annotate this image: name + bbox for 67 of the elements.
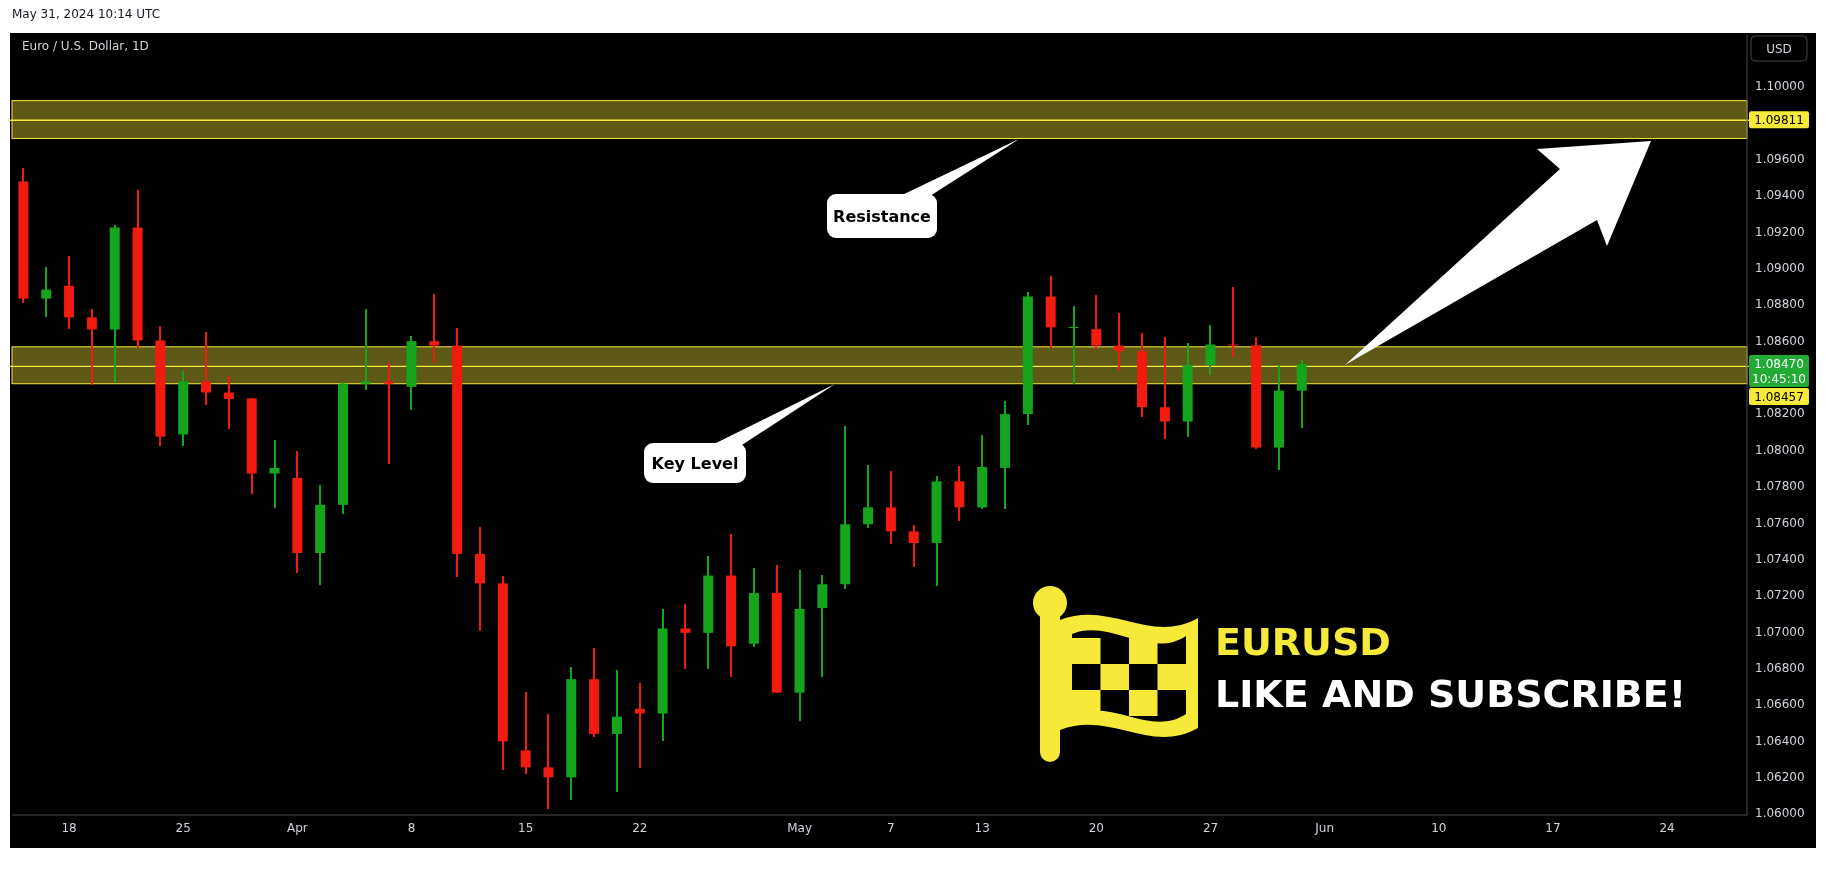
candlestick (520, 691, 531, 775)
x-tick-label: 10 (1431, 820, 1447, 835)
y-tick-label: 1.08800 (1755, 297, 1805, 312)
text: May 31, 2024 10:14 UTC (12, 7, 161, 21)
y-tick-label: 1.06600 (1755, 697, 1805, 712)
candlestick (1228, 286, 1239, 358)
x-tick-label: Apr (286, 820, 308, 835)
y-tick-label: 1.10000 (1755, 79, 1805, 94)
y-tick-label: 1.08600 (1755, 333, 1805, 348)
x-tick-label: 15 (518, 820, 534, 835)
y-tick-label: 1.07400 (1755, 551, 1805, 566)
candlestick (86, 308, 97, 386)
candlestick (680, 603, 691, 670)
annotation: LIKE AND SUBSCRIBE! (1215, 672, 1687, 716)
y-tick-label: 1.06000 (1755, 806, 1805, 821)
x-tick-label: 25 (175, 820, 191, 835)
text: 10:45:10 (1752, 372, 1806, 387)
candlestick (1091, 294, 1102, 350)
x-tick-label: 13 (974, 820, 990, 835)
y-tick-label: 1.06200 (1755, 770, 1805, 785)
y-tick-label: 1.07000 (1755, 624, 1805, 639)
candlestick (543, 713, 554, 810)
candlestick (634, 682, 645, 769)
x-tick-label: 27 (1202, 820, 1219, 835)
ref-line-label: 1.08457 (1754, 390, 1804, 405)
y-tick-label: 1.07600 (1755, 515, 1805, 530)
y-tick-label: 1.07200 (1755, 588, 1805, 603)
candlestick (201, 331, 212, 406)
y-tick-label: 1.09000 (1755, 260, 1805, 275)
ref-line-label: 1.09811 (1754, 113, 1804, 128)
candlestick (863, 464, 874, 529)
candlestick (383, 361, 394, 465)
text: 1.08470 (1754, 357, 1804, 372)
candlestick (1159, 336, 1170, 440)
candlestick (269, 439, 280, 509)
annotation: EURUSD (1215, 620, 1391, 664)
candlestick (429, 293, 440, 364)
x-tick-label: 17 (1545, 820, 1561, 835)
x-tick-label: 22 (632, 820, 648, 835)
y-tick-label: 1.09600 (1755, 151, 1805, 166)
annotation: Resistance (833, 207, 932, 226)
y-tick-label: 1.06800 (1755, 660, 1805, 675)
annotation: Key Level (651, 454, 739, 473)
candlestick (41, 266, 52, 318)
y-tick-label: 1.06400 (1755, 733, 1805, 748)
candlestick (223, 375, 234, 430)
y-axis-title: USD (1766, 42, 1792, 56)
x-tick-label: 18 (61, 820, 77, 835)
y-tick-label: 1.08200 (1755, 406, 1805, 421)
y-tick-label: 1.09400 (1755, 188, 1805, 203)
candlestick (1205, 324, 1216, 376)
candlestick (611, 669, 622, 793)
y-tick-label: 1.07800 (1755, 479, 1805, 494)
x-tick-label: 7 (887, 820, 895, 835)
y-tick-label: 1.08000 (1755, 442, 1805, 457)
x-tick-label: 8 (407, 820, 416, 835)
x-tick-label: 24 (1659, 820, 1675, 835)
x-tick-label: 20 (1088, 820, 1105, 835)
y-tick-label: 1.09200 (1755, 224, 1805, 239)
x-tick-label: Jun (1314, 820, 1335, 835)
candlestick (817, 574, 828, 678)
x-tick-label: May (787, 820, 812, 835)
chart-title: Euro / U.S. Dollar, 1D (22, 39, 149, 53)
candlestick (885, 470, 896, 545)
candlestick (1068, 305, 1079, 385)
candlestick (908, 524, 919, 568)
candlestick (360, 308, 371, 391)
